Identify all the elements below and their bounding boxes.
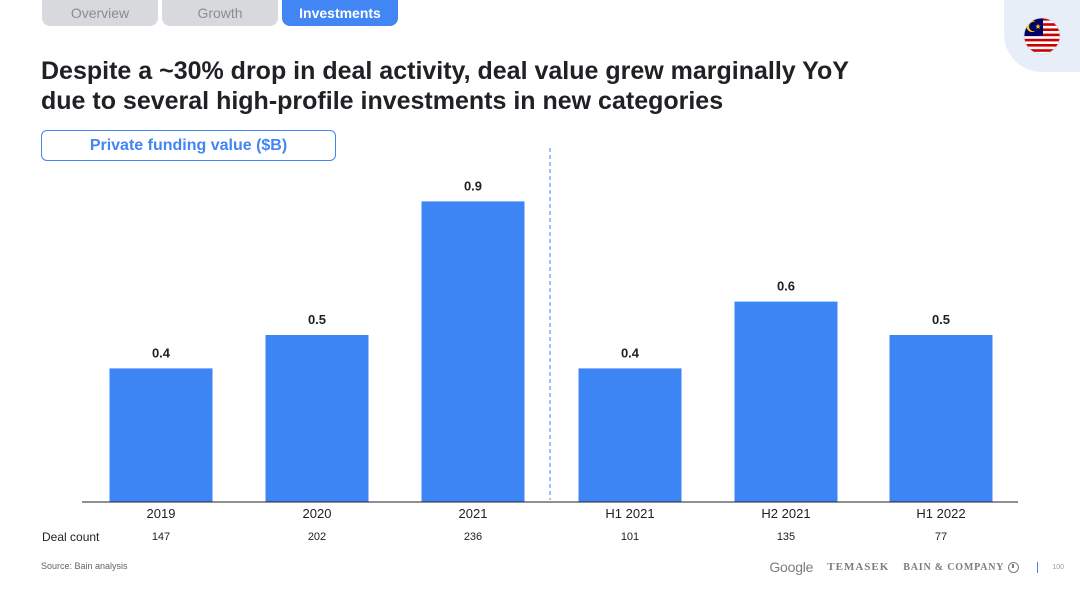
category-label: 2021 [459,506,488,521]
tab-bar: Overview Growth Investments [42,0,398,26]
bar [109,368,213,502]
category-label: 2020 [303,506,332,521]
bar [265,335,369,502]
tab-growth[interactable]: Growth [162,0,278,26]
tab-investments[interactable]: Investments [282,0,398,26]
bar-value-label: 0.4 [152,345,171,360]
google-logo: Google [769,559,814,575]
category-label: H2 2021 [761,506,810,521]
tab-overview[interactable]: Overview [42,0,158,26]
footer-divider [1037,561,1039,573]
deal-count-value: 202 [308,531,326,543]
bar-value-label: 0.5 [932,312,950,327]
bar-value-label: 0.9 [464,178,482,193]
deal-count-label: Deal count [42,530,100,544]
bar-value-label: 0.5 [308,312,326,327]
category-label: H1 2022 [916,506,965,521]
deal-count-value: 135 [777,531,795,543]
country-flag-badge [1004,0,1080,72]
footer-logos: Google TEMASEK BAIN & COMPANY 100 [769,559,1064,575]
temasek-logo: TEMASEK [827,561,890,573]
bar [734,301,838,502]
title-line-2: due to several high-profile investments … [41,87,724,115]
page-title: Despite a ~30% drop in deal activity, de… [41,56,941,116]
bain-mark-icon [1008,561,1020,573]
deal-count-value: 236 [464,531,482,543]
source-note: Source: Bain analysis [41,561,128,571]
bar [889,335,993,502]
bar [578,368,682,502]
category-label: 2019 [147,506,176,521]
chart-metric-label: Private funding value ($B) [41,130,336,161]
bain-logo-text: BAIN & COMPANY [903,561,1005,573]
deal-count-value: 147 [152,531,170,543]
bar-value-label: 0.6 [777,279,795,294]
page-number: 100 [1052,563,1064,571]
deal-count-value: 77 [935,531,947,543]
deal-count-value: 101 [621,531,639,543]
category-label: H1 2021 [605,506,654,521]
bar [421,201,525,502]
bain-logo: BAIN & COMPANY [903,561,1020,573]
title-line-1: Despite a ~30% drop in deal activity, de… [41,57,849,85]
bar-value-label: 0.4 [621,345,640,360]
malaysia-flag-icon [1023,17,1061,55]
